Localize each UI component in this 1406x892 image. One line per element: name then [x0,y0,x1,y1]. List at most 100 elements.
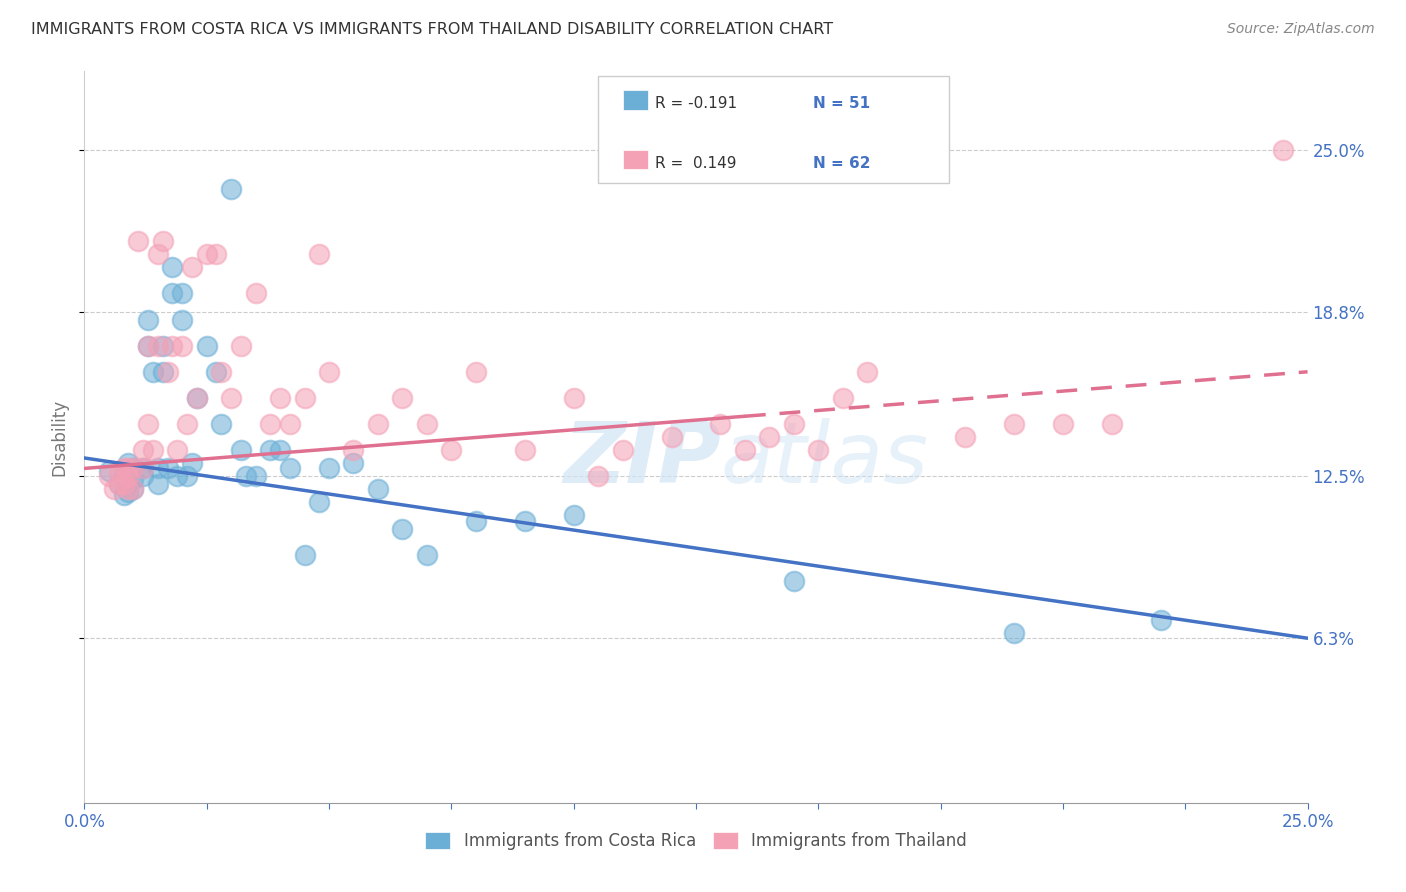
Point [152,234,174,248]
Point [152,365,174,379]
Text: N = 51: N = 51 [813,96,870,112]
Point [122,483,145,497]
Text: atlas: atlas [720,417,928,500]
Point [259,417,281,431]
Point [181,260,204,275]
Point [117,477,139,491]
Text: R =  0.149: R = 0.149 [655,156,737,171]
Point [176,417,198,431]
Point [807,443,830,458]
Point [97,464,120,478]
Point [162,339,184,353]
Point [162,286,184,301]
Point [209,365,232,379]
Point [308,495,330,509]
Point [122,461,145,475]
Point [416,548,439,562]
Point [1101,417,1123,431]
Point [391,521,413,535]
Point [562,508,585,523]
Point [172,286,194,301]
Point [367,417,389,431]
Point [107,477,129,491]
Point [117,456,139,470]
Point [112,461,135,475]
Point [513,514,536,528]
Text: ZIP: ZIP [562,417,720,500]
Text: IMMIGRANTS FROM COSTA RICA VS IMMIGRANTS FROM THAILAND DISABILITY CORRELATION CH: IMMIGRANTS FROM COSTA RICA VS IMMIGRANTS… [31,22,834,37]
Point [152,339,174,353]
Point [391,391,413,405]
Point [142,443,165,458]
Point [166,469,188,483]
Point [122,472,145,486]
Point [440,443,463,458]
Point [416,417,439,431]
Point [1002,626,1025,640]
Point [117,461,139,475]
Point [205,247,228,261]
Point [294,391,316,405]
Point [269,391,291,405]
Point [229,339,252,353]
Point [219,182,242,196]
Point [136,312,159,326]
Point [166,443,188,458]
Point [172,339,194,353]
Point [1150,613,1173,627]
Point [146,477,169,491]
Point [122,461,145,475]
Point [758,430,780,444]
Point [136,339,159,353]
Point [172,312,194,326]
Point [209,417,232,431]
Point [245,286,267,301]
Y-axis label: Disability: Disability [51,399,69,475]
Point [132,461,155,475]
Point [132,461,155,475]
Point [783,574,806,588]
Point [308,247,330,261]
Point [661,430,683,444]
Text: Source: ZipAtlas.com: Source: ZipAtlas.com [1227,22,1375,37]
Point [103,483,125,497]
Point [342,443,364,458]
Point [1002,417,1025,431]
Point [831,391,853,405]
Legend: Immigrants from Costa Rica, Immigrants from Thailand: Immigrants from Costa Rica, Immigrants f… [419,825,973,856]
Point [112,477,135,491]
Point [318,461,340,475]
Point [107,464,129,478]
Point [278,461,301,475]
Point [156,461,179,475]
Point [107,477,129,491]
Point [219,391,242,405]
Point [132,443,155,458]
Point [205,365,228,379]
Point [186,391,208,405]
Point [245,469,267,483]
Point [318,365,340,379]
Point [235,469,257,483]
Point [709,417,731,431]
Point [112,487,135,501]
Point [278,417,301,431]
Point [117,483,139,497]
Point [186,391,208,405]
Text: N = 62: N = 62 [813,156,870,171]
Point [1052,417,1074,431]
Point [156,365,179,379]
Point [953,430,976,444]
Point [146,339,169,353]
Point [367,483,389,497]
Point [136,339,159,353]
Point [112,469,135,483]
Point [181,456,204,470]
Point [586,469,609,483]
Point [856,365,879,379]
Point [513,443,536,458]
Text: R = -0.191: R = -0.191 [655,96,737,112]
Point [734,443,756,458]
Point [117,469,139,483]
Point [146,247,169,261]
